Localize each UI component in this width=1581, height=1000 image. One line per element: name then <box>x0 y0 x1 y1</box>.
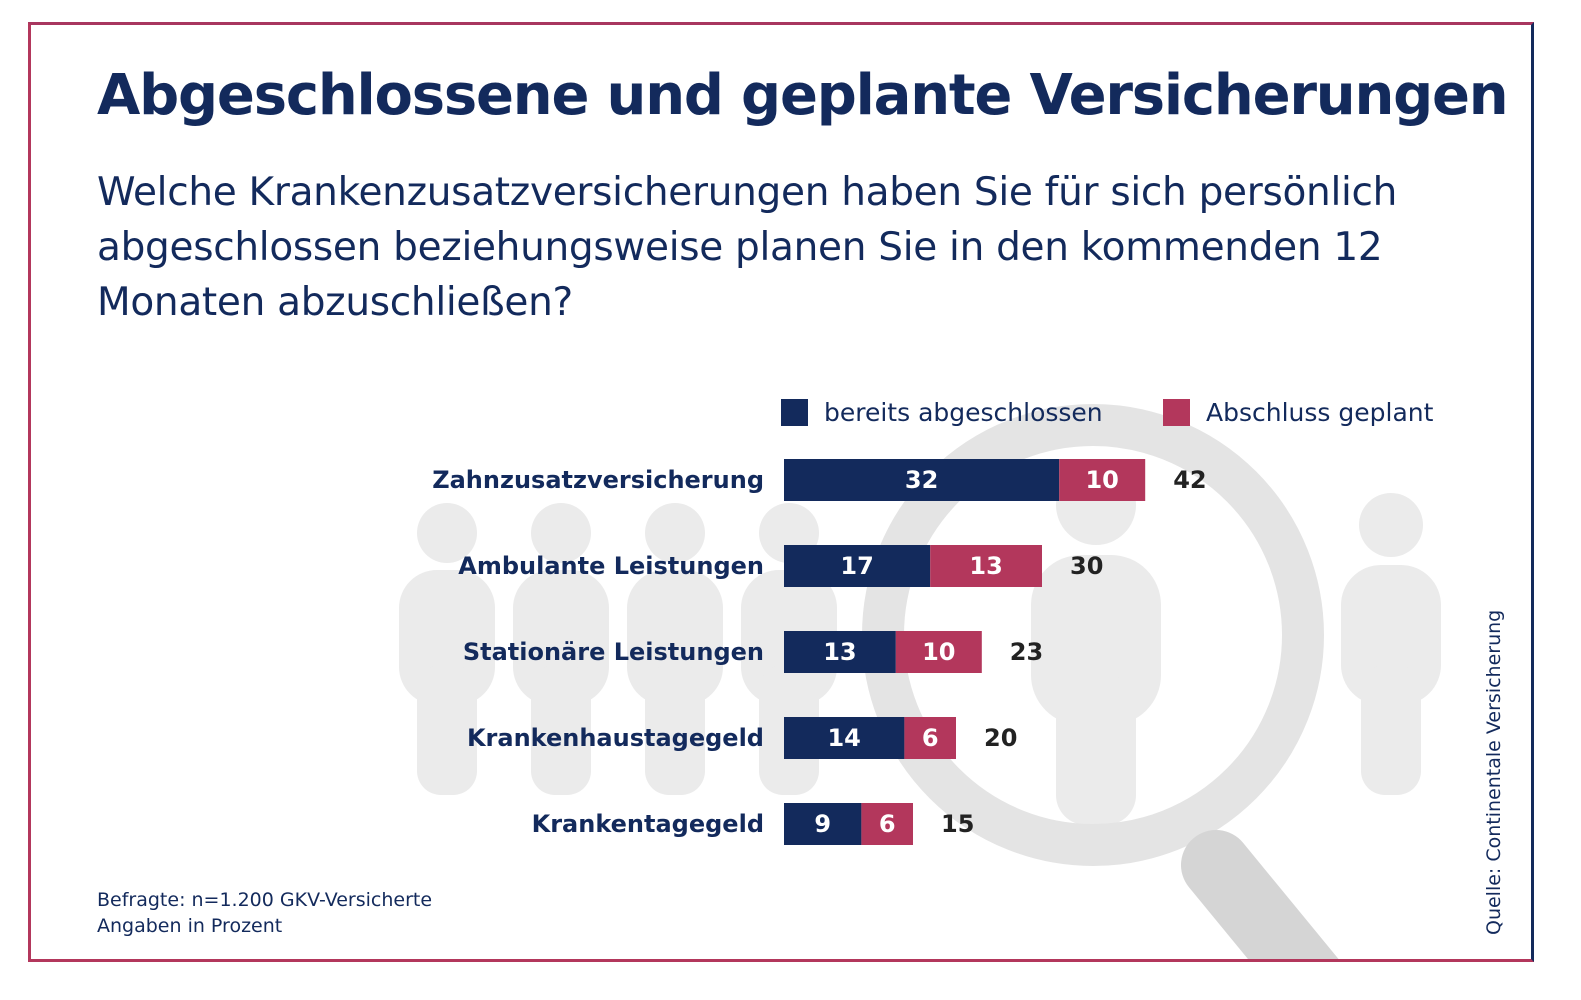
total-value-label: 15 <box>941 810 974 838</box>
bar-abgeschlossen <box>784 545 931 587</box>
bar-geplant <box>904 717 956 759</box>
legend-label-abgeschlossen: bereits abgeschlossen <box>824 397 1103 427</box>
footnote-respondents: Befragte: n=1.200 GKV-Versicherte <box>97 889 433 911</box>
bar-geplant <box>895 631 982 673</box>
total-value-label: 23 <box>1010 638 1043 666</box>
source-credit: Quelle: Continentale Versicherung <box>1483 609 1505 935</box>
legend-swatch-navy <box>781 398 808 426</box>
bar-geplant <box>930 545 1042 587</box>
bar-value-label: 10 <box>1085 466 1118 494</box>
bar-geplant <box>1059 459 1146 501</box>
bar-value-label: 17 <box>840 552 873 580</box>
bar-value-label: 6 <box>922 724 939 752</box>
chart-subtitle: Welche Krankenzusatzversicherungen haben… <box>97 170 1398 325</box>
bar-value-label: 9 <box>814 810 831 838</box>
legend-label-geplant: Abschluss geplant <box>1206 397 1434 427</box>
bar-value-label: 13 <box>823 638 856 666</box>
people-silhouettes-icon <box>399 465 1441 825</box>
bar-abgeschlossen <box>784 717 905 759</box>
stacked-bar-chart: Zahnzusatzversicherung 32 10 42 Ambulante Le… <box>432 459 1207 845</box>
category-label: Krankenhaustagegeld <box>467 724 764 752</box>
category-label: Stationäre Leistungen <box>463 638 764 666</box>
legend-item-abgeschlossen: bereits abgeschlossen <box>781 395 1103 429</box>
bar-value-label: 14 <box>827 724 860 752</box>
chart-frame: Abgeschlossene und geplante Versicherung… <box>28 22 1534 962</box>
total-value-label: 42 <box>1173 466 1206 494</box>
bar-abgeschlossen <box>784 631 896 673</box>
category-label: Ambulante Leistungen <box>458 552 764 580</box>
legend-swatch-crimson <box>1163 398 1190 426</box>
bar-value-label: 6 <box>879 810 896 838</box>
chart-title: Abgeschlossene und geplante Versicherung… <box>97 63 1509 128</box>
bar-abgeschlossen <box>784 803 862 845</box>
total-value-label: 30 <box>1070 552 1103 580</box>
bar-value-label: 13 <box>969 552 1002 580</box>
bar-value-label: 10 <box>922 638 955 666</box>
category-label: Zahnzusatzversicherung <box>432 466 764 494</box>
footnote: Befragte: n=1.200 GKV-Versicherte Angabe… <box>97 887 432 939</box>
bar-value-label: 32 <box>905 466 938 494</box>
total-value-label: 20 <box>984 724 1017 752</box>
bar-abgeschlossen <box>784 459 1060 501</box>
category-label: Krankentagegeld <box>532 810 764 838</box>
footnote-units: Angaben in Prozent <box>97 915 283 937</box>
legend-item-geplant: Abschluss geplant <box>1163 395 1433 429</box>
bar-geplant <box>861 803 913 845</box>
